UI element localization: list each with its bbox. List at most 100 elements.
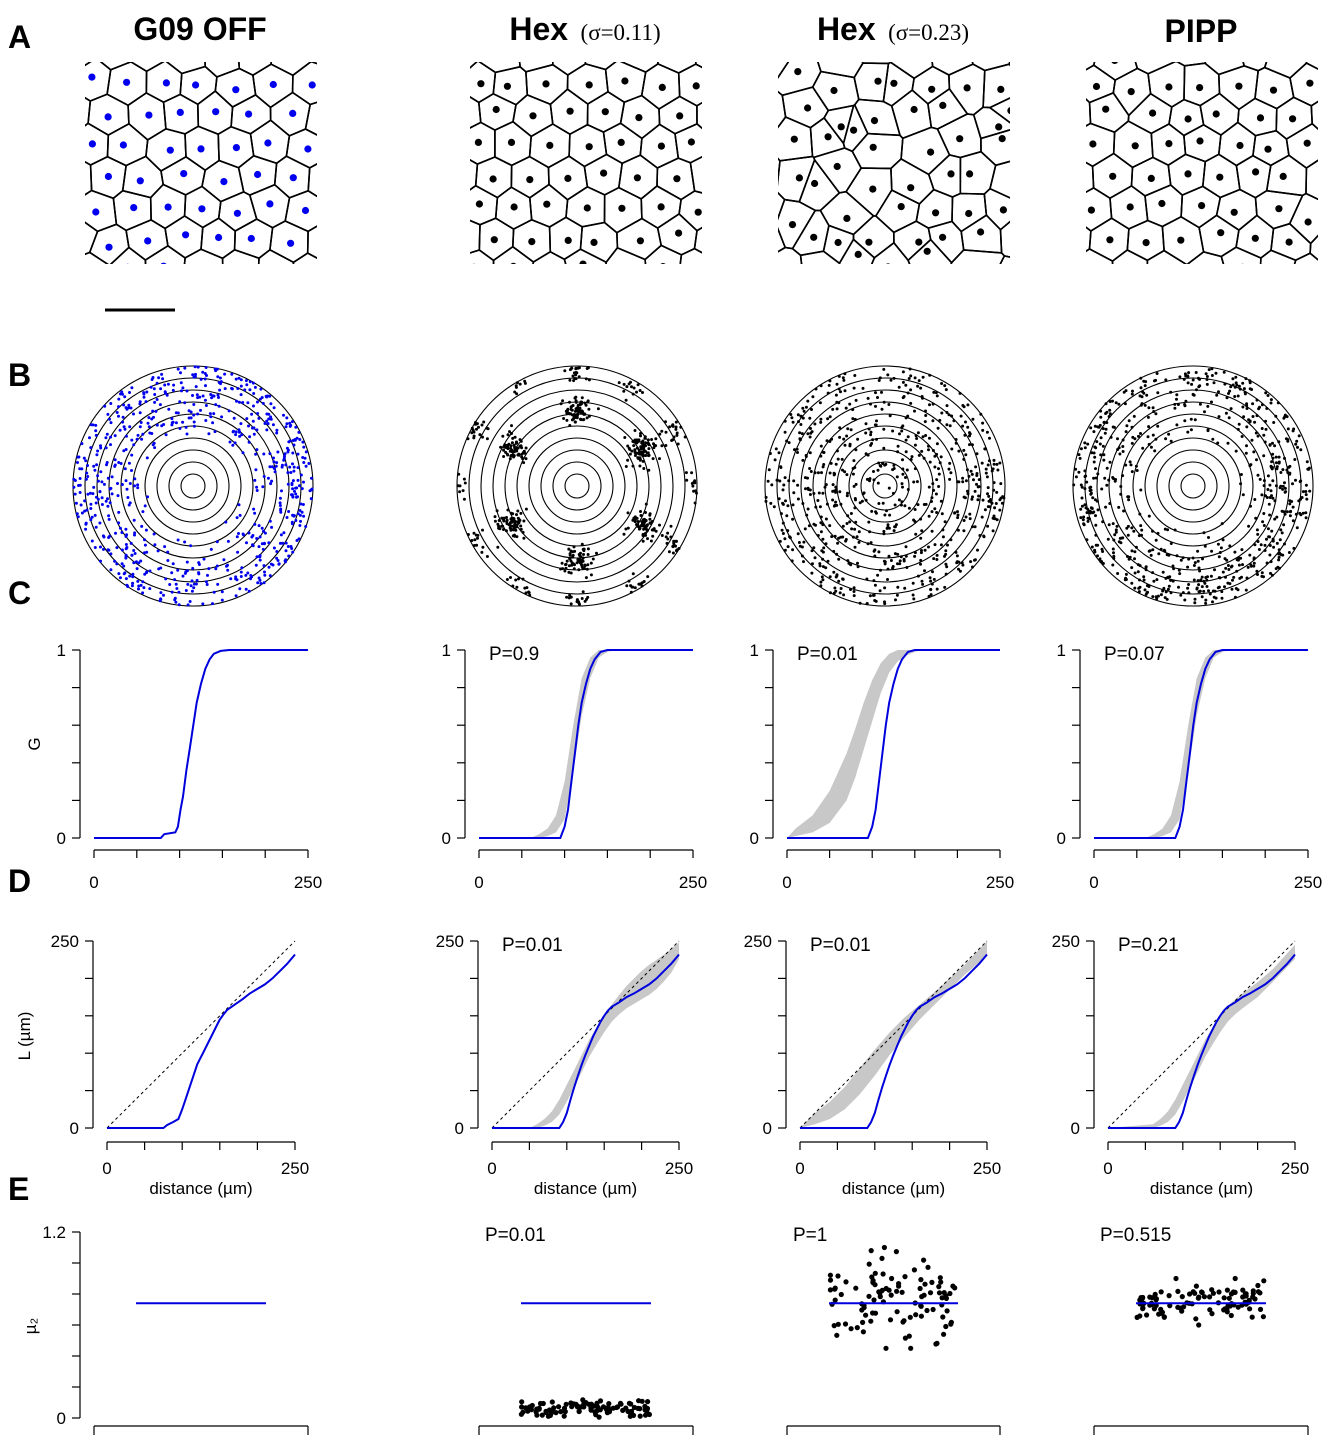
- voronoi-cell: [475, 278, 516, 360]
- cell-soma-point: [1235, 82, 1243, 90]
- autocorrelogram-point: [78, 483, 82, 487]
- simulation-point: [843, 1279, 849, 1285]
- voronoi-cell: [1042, 285, 1100, 366]
- autocorrelogram-point: [1093, 455, 1097, 459]
- autocorrelogram-point: [940, 512, 944, 516]
- cell-soma-point: [1269, 86, 1278, 94]
- cell-soma-point: [871, 290, 878, 297]
- ring: [540, 449, 614, 523]
- autocorrelogram-point: [251, 419, 255, 423]
- autocorrelogram-point: [140, 524, 144, 528]
- autocorrelogram-point: [216, 393, 220, 397]
- regularity-plot-4: P=0.515: [1093, 1225, 1309, 1435]
- autocorrelogram-point: [896, 450, 900, 454]
- autocorrelogram-point: [1240, 548, 1244, 552]
- autocorrelogram-point: [882, 532, 886, 536]
- autocorrelogram-point: [868, 594, 872, 598]
- cell-soma-point: [301, 206, 310, 215]
- autocorrelogram-point: [191, 394, 194, 397]
- voronoi-cell: [361, 116, 438, 177]
- autocorrelogram-point: [238, 513, 242, 517]
- autocorrelogram-point: [88, 436, 91, 440]
- simulation-point: [1158, 1306, 1164, 1312]
- autocorrelogram-point: [633, 454, 637, 457]
- autocorrelogram-point: [279, 533, 283, 537]
- simulation-point: [899, 1289, 905, 1295]
- autocorrelogram-point: [1118, 452, 1122, 456]
- autocorrelogram-point: [623, 436, 627, 439]
- autocorrelogram-point: [770, 483, 774, 487]
- autocorrelogram-point: [1248, 379, 1252, 383]
- autocorrelogram-point: [250, 412, 254, 416]
- autocorrelogram-point: [1278, 538, 1282, 542]
- autocorrelogram-point: [512, 455, 516, 459]
- autocorrelogram-point: [764, 495, 768, 499]
- autocorrelogram-point: [622, 382, 626, 386]
- autocorrelogram-point: [869, 402, 872, 406]
- autocorrelogram-point: [1304, 493, 1308, 497]
- autocorrelogram-point: [928, 460, 932, 464]
- autocorrelogram-point: [504, 450, 508, 454]
- simulation-point: [1139, 1295, 1145, 1302]
- cell-soma-point: [510, 262, 517, 264]
- autocorrelogram-point: [1228, 582, 1232, 586]
- autocorrelogram-point: [1184, 399, 1188, 403]
- autocorrelogram-point: [132, 412, 135, 416]
- autocorrelogram-point: [289, 423, 293, 427]
- autocorrelogram-point: [869, 433, 873, 437]
- autocorrelogram-point: [98, 521, 102, 525]
- autocorrelogram-point: [766, 479, 770, 483]
- autocorrelogram-point: [171, 420, 175, 424]
- y-tick-label: 1: [442, 641, 451, 660]
- autocorrelogram-point: [860, 499, 864, 503]
- cell-soma-point: [377, 18, 384, 25]
- voronoi-cell: [0, 205, 58, 270]
- cell-soma-point: [503, 82, 511, 90]
- autocorrelogram-point: [1169, 439, 1173, 443]
- cell-soma-point: [636, 237, 645, 245]
- autocorrelogram-point: [1308, 489, 1312, 493]
- autocorrelogram-point: [769, 501, 773, 505]
- autocorrelogram-point: [912, 597, 916, 601]
- voronoi-cell: [1001, 285, 1064, 365]
- cell-soma-point: [1036, 241, 1043, 248]
- autocorrelogram-point: [561, 399, 565, 403]
- autocorrelogram-point: [928, 403, 931, 407]
- cell-soma-point: [1159, 267, 1166, 274]
- autocorrelogram-point: [801, 458, 805, 462]
- autocorrelogram-point: [509, 511, 513, 515]
- p-value-label: P=0.01: [485, 1225, 546, 1246]
- autocorrelogram-point: [818, 564, 822, 568]
- autocorrelogram-point: [915, 480, 919, 484]
- autocorrelogram-point: [461, 489, 465, 493]
- autocorrelogram-point: [148, 569, 152, 573]
- cell-soma-point: [232, 86, 240, 94]
- cell-soma-point: [708, 297, 715, 304]
- autocorrelogram-point: [1288, 472, 1292, 476]
- cell-soma-point: [422, 108, 429, 115]
- voronoi-cell: [26, 188, 78, 231]
- autocorrelogram-point: [239, 378, 243, 382]
- autocorrelogram-point: [92, 464, 96, 468]
- autocorrelogram-point: [855, 535, 859, 539]
- autocorrelogram-point: [1226, 441, 1230, 445]
- autocorrelogram-point: [587, 378, 591, 382]
- autocorrelogram-point: [177, 590, 181, 594]
- autocorrelogram-point: [275, 428, 279, 432]
- autocorrelogram-point: [640, 584, 644, 588]
- autocorrelogram-point: [1077, 470, 1081, 474]
- autocorrelogram-point: [586, 400, 590, 404]
- autocorrelogram-point: [1104, 427, 1108, 431]
- autocorrelogram-point: [1211, 600, 1214, 604]
- autocorrelogram-point: [1279, 484, 1283, 488]
- autocorrelogram-point: [244, 379, 248, 383]
- autocorrelogram-point: [115, 546, 119, 550]
- voronoi-cell: [988, 4, 1063, 80]
- autocorrelogram-point: [636, 383, 640, 387]
- autocorrelogram-point: [224, 520, 228, 524]
- autocorrelogram-point: [139, 421, 143, 424]
- cell-soma-point: [474, 138, 482, 146]
- cell-soma-point: [788, 221, 797, 229]
